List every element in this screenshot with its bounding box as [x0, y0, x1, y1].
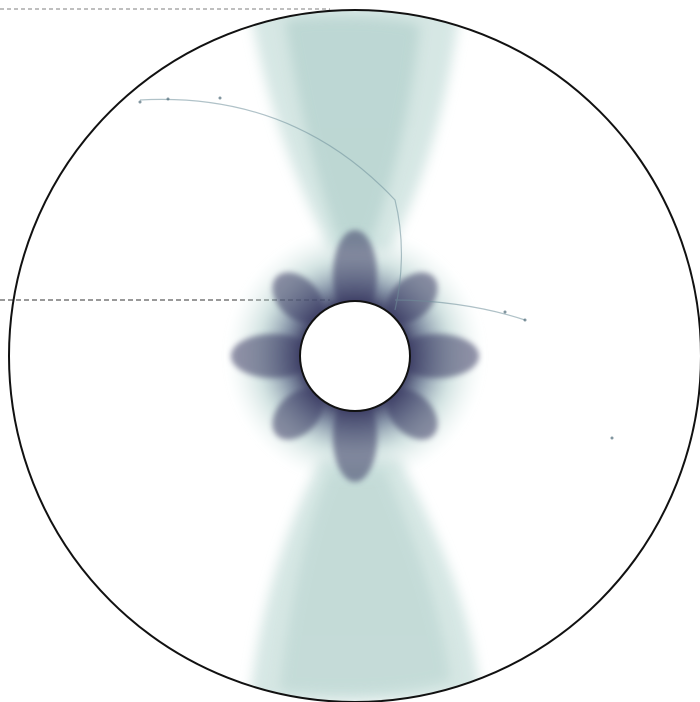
inner-hole — [299, 300, 411, 412]
density-field — [138, 10, 614, 702]
outer-boundary-ring — [8, 9, 700, 702]
